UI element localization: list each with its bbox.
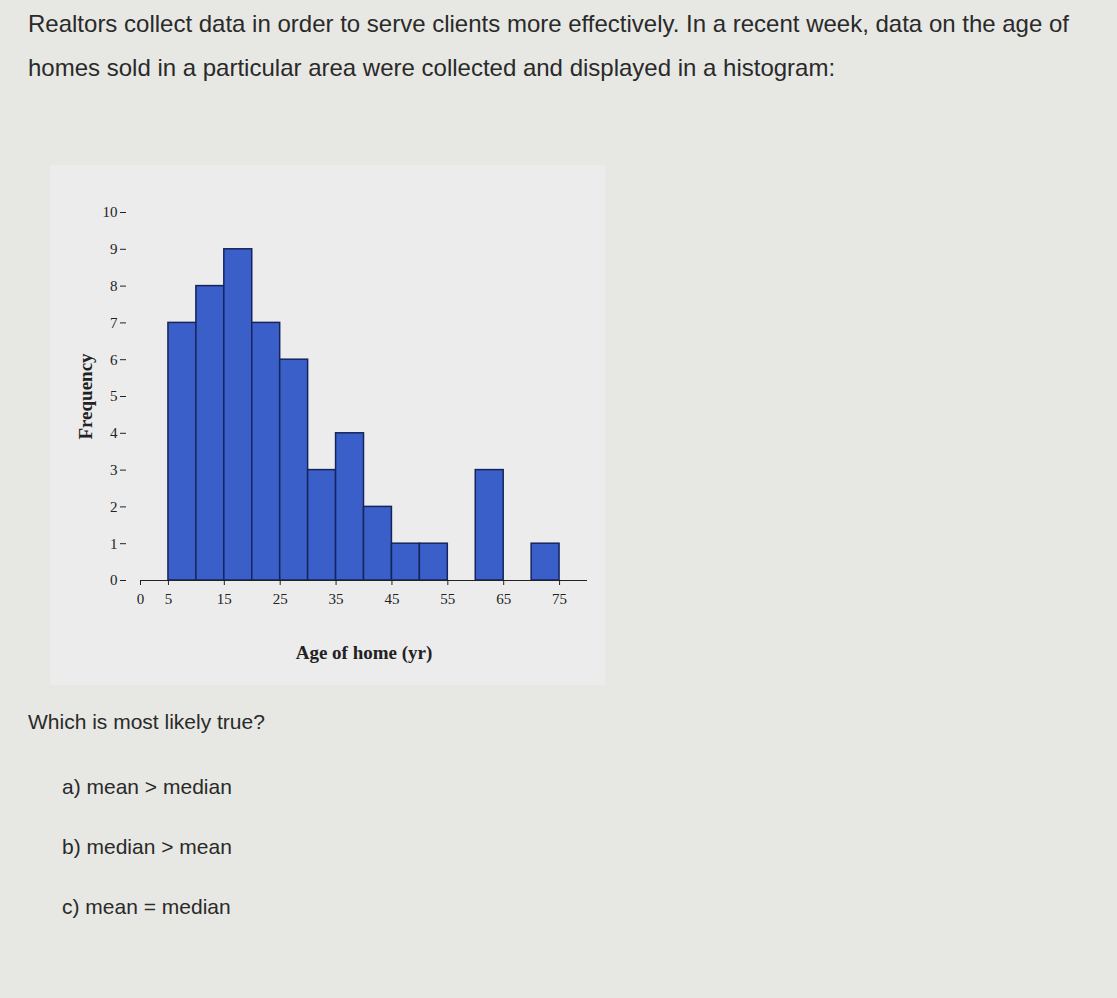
html-text:Which is most likely true?: Which is most likely true? (28, 710, 265, 733)
html-text:b) median > mean: b) median > mean (62, 835, 232, 858)
svg-text:3: 3 (110, 462, 118, 478)
svg-text:8: 8 (110, 278, 118, 294)
svg-text:15: 15 (217, 591, 232, 607)
svg-text:5: 5 (110, 388, 118, 404)
html-text:Realtors collect data in order: Realtors collect data in order to serve … (28, 10, 1069, 81)
svg-text:0: 0 (137, 591, 145, 607)
svg-text:5: 5 (165, 591, 173, 607)
svg-text:6: 6 (110, 352, 118, 368)
svg-text:9: 9 (110, 241, 118, 257)
svg-text:Frequency: Frequency (75, 353, 96, 440)
svg-text:4: 4 (110, 425, 118, 441)
html-text:a) mean > median: a) mean > median (62, 775, 232, 798)
svg-text:75: 75 (552, 591, 567, 607)
svg-text:7: 7 (110, 315, 118, 331)
svg-text:1: 1 (110, 536, 118, 552)
svg-text:65: 65 (496, 591, 511, 607)
svg-text:35: 35 (329, 591, 344, 607)
svg-text:10: 10 (103, 204, 118, 220)
svg-text:0: 0 (110, 572, 118, 588)
svg-text:Age of home (yr): Age of home (yr) (296, 642, 433, 664)
svg-text:45: 45 (384, 591, 399, 607)
svg-text:55: 55 (440, 591, 455, 607)
html-text:c) mean = median: c) mean = median (62, 895, 231, 918)
svg-text:2: 2 (110, 499, 118, 515)
svg-text:25: 25 (273, 591, 288, 607)
